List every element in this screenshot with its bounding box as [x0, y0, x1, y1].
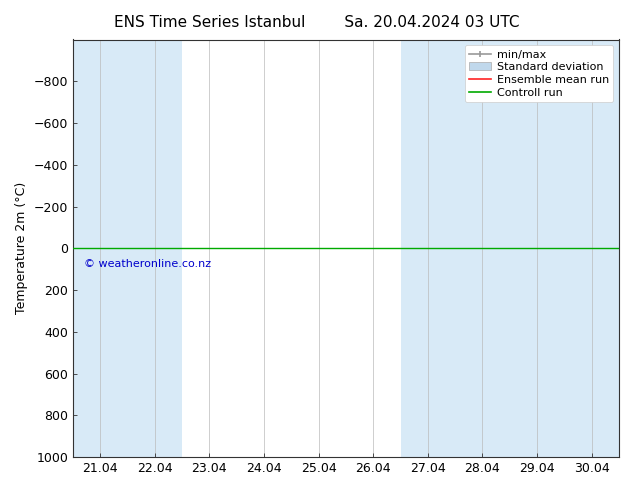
Text: © weatheronline.co.nz: © weatheronline.co.nz [84, 259, 211, 269]
Text: ENS Time Series Istanbul        Sa. 20.04.2024 03 UTC: ENS Time Series Istanbul Sa. 20.04.2024 … [114, 15, 520, 30]
Bar [510, 40, 619, 457]
Y-axis label: Temperature 2m (°C): Temperature 2m (°C) [15, 182, 28, 315]
Bar [73, 40, 182, 457]
Bar [401, 40, 510, 457]
Legend: min/max, Standard deviation, Ensemble mean run, Controll run: min/max, Standard deviation, Ensemble me… [465, 45, 614, 102]
